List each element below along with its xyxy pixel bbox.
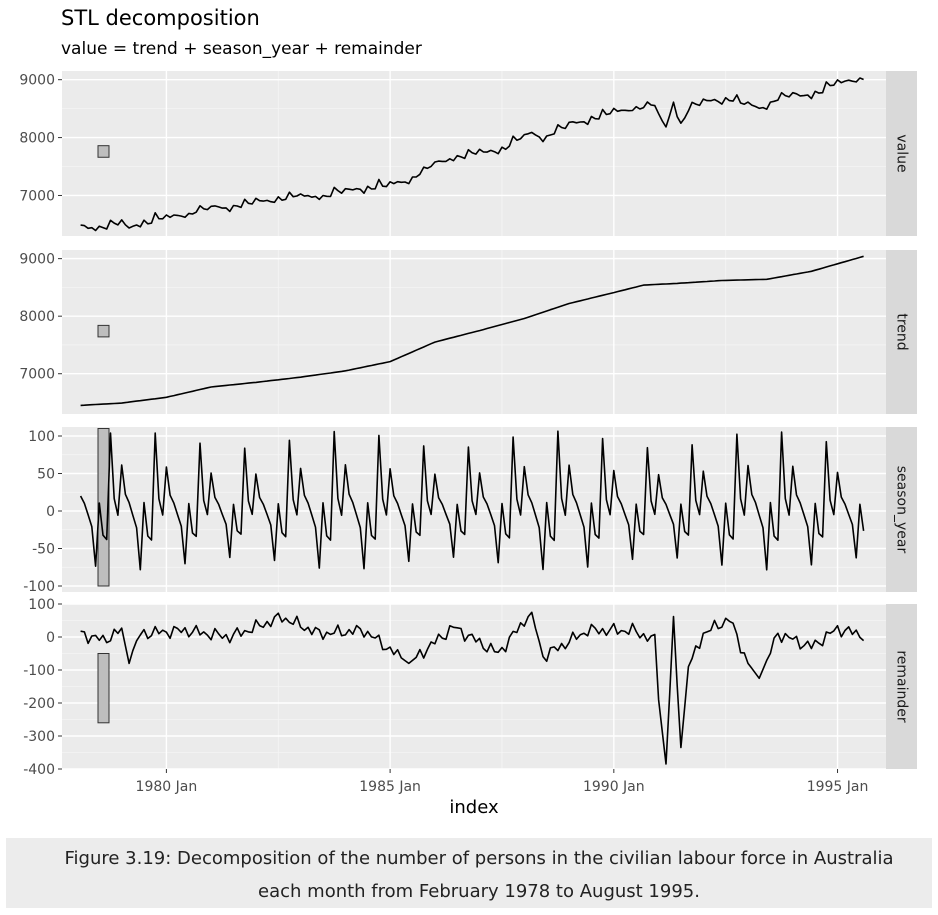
y-tick-label: 8000 <box>19 309 55 325</box>
y-tick-label: 0 <box>46 504 55 520</box>
strip-label: season_year <box>894 466 910 554</box>
chart-title: STL decomposition <box>61 6 260 30</box>
y-tick-label: 7000 <box>19 188 55 204</box>
series-line-remainder <box>80 611 865 765</box>
scale-bar <box>97 324 110 338</box>
chart-subtitle: value = trend + season_year + remainder <box>61 39 422 59</box>
y-tick-label: -300 <box>23 729 55 745</box>
x-tick-label: 1990 Jan <box>583 779 645 795</box>
panel-trend: 7000 8000 9000 trend <box>19 250 917 414</box>
scale-bar <box>97 145 110 158</box>
y-tick-label: -100 <box>23 663 55 679</box>
series-line-trend <box>80 255 864 407</box>
y-tick-label: 100 <box>28 429 55 445</box>
facet-panels: 7000 8000 9000 value 7000 8000 9000 trend -100 -5… <box>19 71 917 778</box>
stl-decomposition-chart: STL decomposition value = trend + season… <box>19 6 917 818</box>
y-tick-label: -50 <box>32 542 55 558</box>
strip-remainder <box>886 604 917 769</box>
x-axis-label: index <box>449 797 499 818</box>
strip-season-year <box>886 427 917 592</box>
x-axis: 1980 Jan 1985 Jan 1990 Jan 1995 Jan <box>136 769 869 795</box>
y-tick-label: -400 <box>23 762 55 778</box>
series-line-season-year <box>79 430 865 571</box>
y-tick-label: 9000 <box>19 73 55 89</box>
y-tick-label: 8000 <box>19 131 55 147</box>
x-tick-label: 1995 Jan <box>807 779 869 795</box>
y-tick-label: -100 <box>23 579 55 595</box>
x-tick-label: 1980 Jan <box>136 779 198 795</box>
strip-label: trend <box>894 313 910 350</box>
y-tick-label: 100 <box>28 597 55 613</box>
series-line-value <box>80 77 864 232</box>
y-tick-label: 7000 <box>19 367 55 383</box>
y-tick-label: 50 <box>37 467 55 483</box>
strip-label: value <box>894 134 910 172</box>
y-tick-label: 0 <box>46 630 55 646</box>
panel-remainder: -400 -300 -200 -100 0 100 remainder <box>23 597 917 778</box>
strip-value <box>886 71 917 236</box>
y-tick-label: -200 <box>23 696 55 712</box>
caption-box <box>6 838 932 908</box>
figure-caption: Figure 3.19: Decomposition of the number… <box>64 848 894 902</box>
strip-label: remainder <box>894 650 910 723</box>
scale-bar <box>97 428 110 587</box>
strip-trend <box>886 250 917 414</box>
panel-value: 7000 8000 9000 value <box>19 71 917 236</box>
y-tick-label: 9000 <box>19 252 55 268</box>
x-tick-label: 1985 Jan <box>359 779 421 795</box>
panel-season-year: -100 -50 0 50 100 season_year <box>23 427 917 595</box>
scale-bar <box>97 653 110 724</box>
